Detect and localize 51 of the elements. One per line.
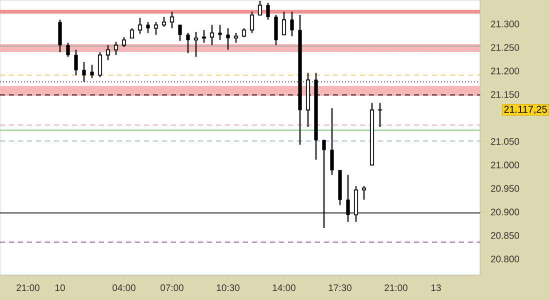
y-tick-label: 20.900	[490, 208, 520, 216]
candlestick	[146, 21, 150, 34]
y-tick-label: 20.850	[490, 232, 520, 239]
candlestick	[90, 64, 94, 79]
candlestick	[106, 44, 110, 61]
x-tick-label: 21:00	[16, 284, 40, 292]
candlestick	[122, 36, 126, 48]
candlestick	[250, 11, 254, 34]
candlestick	[66, 42, 70, 58]
text: 21.117,25	[504, 106, 547, 114]
x-tick-label: 21:00	[384, 284, 408, 292]
candlestick	[330, 108, 334, 176]
candlestick	[266, 2, 270, 20]
x-tick-label: 10	[55, 284, 65, 292]
y-tick-label: 21.300	[490, 20, 520, 28]
x-tick-label: 04:00	[112, 284, 136, 292]
candlestick	[58, 19, 62, 53]
candlestick	[74, 49, 78, 76]
y-tick-label: 21.200	[490, 68, 520, 74]
candlestick	[162, 16, 166, 28]
candlestick	[210, 24, 214, 46]
candlestick	[98, 52, 102, 78]
candlestick	[138, 17, 142, 34]
candlestick	[234, 32, 238, 44]
candlestick	[114, 41, 118, 56]
candlestick	[202, 29, 206, 44]
candlestick	[282, 11, 286, 36]
candlestick	[378, 102, 382, 128]
x-tick-label: 14:00	[272, 284, 296, 292]
candlestick	[186, 32, 190, 54]
x-tick-label: 10:30	[216, 284, 240, 292]
candlestick	[170, 11, 174, 29]
candlestick	[178, 24, 182, 42]
x-tick-label: 17:30	[328, 284, 352, 292]
x-tick-label: 13	[431, 284, 441, 292]
candlestick	[362, 186, 366, 200]
candlestick	[226, 28, 230, 50]
candlestick	[82, 61, 86, 82]
y-tick-label: 20.950	[490, 185, 520, 192]
candlestick	[194, 31, 198, 58]
candlestick	[154, 21, 158, 36]
y-tick-label: 21.000	[490, 162, 520, 168]
y-tick-label: 20.800	[490, 256, 520, 262]
x-tick-label: 07:00	[160, 284, 184, 292]
candlestick	[130, 28, 134, 39]
candlestick	[290, 11, 294, 37]
candlestick	[274, 14, 278, 46]
candlestick	[218, 24, 222, 41]
y-tick-label: 21.050	[490, 138, 520, 145]
y-tick-label: 21.150	[490, 91, 520, 98]
y-tick-label: 21.250	[490, 44, 520, 51]
